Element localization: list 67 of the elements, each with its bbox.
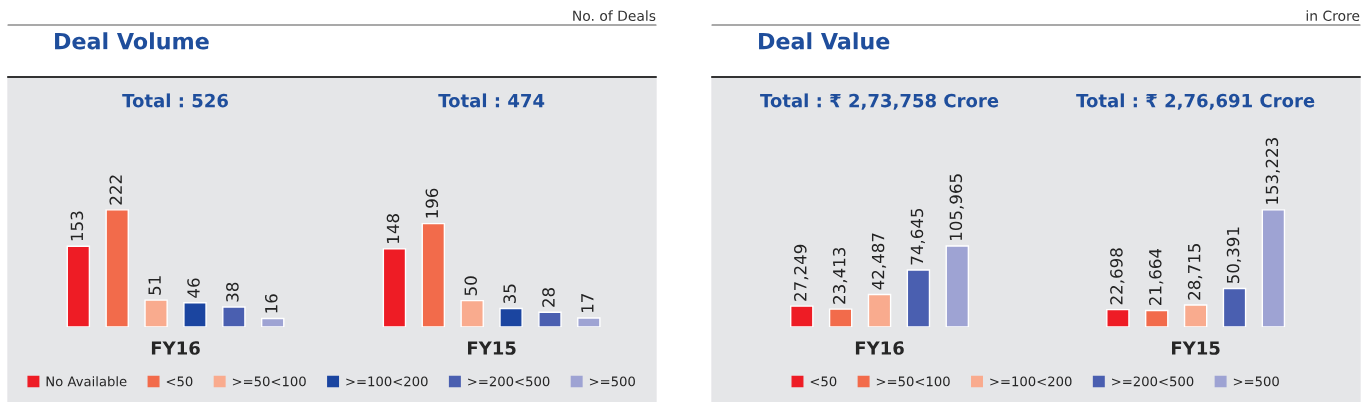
legend-label: >=200<500 bbox=[468, 376, 550, 387]
bar bbox=[1144, 309, 1169, 327]
bar bbox=[538, 311, 562, 327]
data-label: 196 bbox=[425, 188, 439, 218]
bar bbox=[183, 302, 207, 327]
text: Total : ₹ 2,76,691 Crore bbox=[1076, 93, 1315, 110]
bar bbox=[460, 299, 484, 327]
legend-label: >=200<500 bbox=[1112, 376, 1194, 387]
x-tick-label: FY16 bbox=[855, 341, 904, 355]
legend-label: >=50<100 bbox=[232, 376, 306, 387]
data-label: 46 bbox=[187, 278, 200, 298]
legend-label: >=500 bbox=[589, 376, 635, 387]
data-label: 16 bbox=[264, 294, 278, 313]
data-label: 148 bbox=[386, 214, 400, 243]
data-label: 105,965 bbox=[949, 174, 964, 240]
bar bbox=[144, 299, 168, 327]
legend-label: <50 bbox=[166, 376, 193, 387]
text: No. of Deals bbox=[573, 10, 656, 22]
text: Total : 474 bbox=[438, 93, 545, 108]
x-tick-label: FY16 bbox=[151, 341, 200, 355]
chart-title: Deal Value bbox=[759, 32, 890, 50]
legend-label: >=100<200 bbox=[990, 376, 1072, 387]
bar bbox=[1222, 287, 1247, 327]
data-label: 74,645 bbox=[910, 208, 925, 265]
bar bbox=[222, 306, 246, 327]
bar bbox=[1183, 304, 1208, 327]
x-tick-label: FY15 bbox=[468, 341, 516, 355]
bar bbox=[421, 222, 446, 327]
data-label: 21,664 bbox=[1148, 248, 1164, 306]
legend-label: >=100<200 bbox=[346, 376, 428, 387]
text: Total : 526 bbox=[122, 93, 228, 108]
bar bbox=[906, 269, 931, 327]
bar bbox=[382, 248, 407, 327]
chart-title: Deal Volume bbox=[55, 32, 209, 50]
bar bbox=[499, 307, 523, 327]
data-label: 38 bbox=[226, 282, 239, 302]
legend-label: <50 bbox=[810, 376, 837, 387]
data-label: 42,487 bbox=[871, 233, 887, 290]
data-label: 27,249 bbox=[794, 244, 809, 301]
legend-label: No Available bbox=[46, 376, 127, 387]
bar bbox=[105, 209, 129, 327]
data-label: 50 bbox=[464, 276, 478, 296]
data-label: 222 bbox=[109, 175, 122, 205]
bar bbox=[790, 305, 814, 327]
bar bbox=[867, 293, 892, 327]
legend-label: >=50<100 bbox=[876, 376, 950, 387]
bar bbox=[945, 245, 970, 327]
data-label: 28,715 bbox=[1187, 244, 1203, 300]
legend-label: >=500 bbox=[1233, 376, 1279, 387]
bar bbox=[828, 308, 853, 327]
bar bbox=[66, 245, 91, 327]
text: in Crore bbox=[1306, 10, 1360, 22]
data-label: 51 bbox=[148, 276, 161, 295]
x-tick-label: FY15 bbox=[1172, 341, 1220, 355]
bar bbox=[1261, 209, 1286, 327]
data-label: 50,391 bbox=[1226, 227, 1242, 284]
data-label: 22,698 bbox=[1110, 248, 1125, 305]
data-label: 23,413 bbox=[832, 247, 848, 304]
text: Total : ₹ 2,73,758 Crore bbox=[760, 93, 999, 110]
data-label: 35 bbox=[503, 284, 516, 304]
data-label: 153 bbox=[70, 211, 84, 241]
bar bbox=[260, 317, 285, 327]
bar bbox=[1106, 308, 1130, 327]
bar bbox=[577, 317, 601, 327]
data-label: 17 bbox=[581, 294, 594, 313]
data-label: 153,223 bbox=[1265, 138, 1280, 204]
data-label: 28 bbox=[542, 287, 555, 307]
